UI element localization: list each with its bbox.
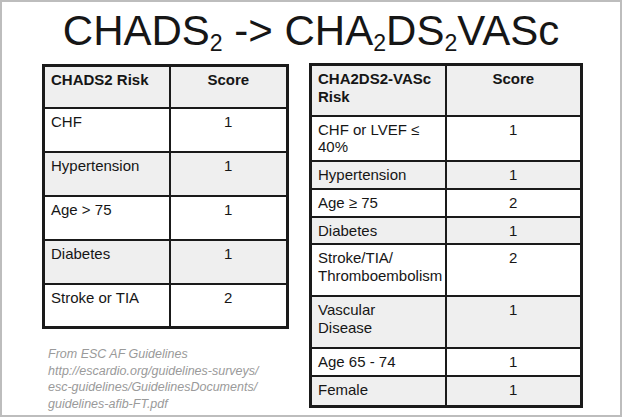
chads2-risk-header: CHADS2 Risk (44, 66, 170, 108)
table-row: CHF 1 (44, 108, 288, 152)
title-subscript: 2 (373, 30, 386, 56)
risk-cell: Hypertension (44, 152, 170, 196)
table-row: Age 65 - 74 1 (311, 348, 582, 376)
vasc-score-header: Score (446, 65, 582, 116)
chads2-table: CHADS2 Risk Score CHF 1 Hypertension 1 A… (42, 64, 289, 329)
risk-cell: Vascular Disease (311, 296, 446, 348)
risk-cell: Age 65 - 74 (311, 348, 446, 376)
score-cell: 1 (446, 376, 582, 407)
title-seg: CHADS (63, 7, 210, 54)
risk-cell: Age > 75 (44, 196, 170, 240)
table-row: CHF or LVEF ≤ 40% 1 (311, 116, 582, 161)
table-row: Diabetes 1 (44, 240, 288, 284)
table-row: Female 1 (311, 376, 582, 407)
risk-cell: Age ≥ 75 (311, 189, 446, 217)
score-cell: 1 (170, 240, 288, 284)
title-subscript: 2 (444, 30, 457, 56)
title-arrow: -> (223, 7, 285, 54)
table-row: Hypertension 1 (311, 161, 582, 189)
risk-cell: Diabetes (44, 240, 170, 284)
vasc-risk-header: CHA2DS2-VASc Risk (311, 65, 446, 116)
score-cell: 1 (446, 217, 582, 245)
table-header-row: CHADS2 Risk Score (44, 66, 288, 108)
title-subscript: 2 (210, 30, 223, 56)
title-seg: DS (386, 7, 444, 54)
score-cell: 1 (446, 348, 582, 376)
title-seg: VASc (457, 7, 559, 54)
cha2ds2vasc-table: CHA2DS2-VASc Risk Score CHF or LVEF ≤ 40… (309, 63, 583, 408)
risk-cell: Female (311, 376, 446, 407)
table-row: Age > 75 1 (44, 196, 288, 240)
risk-cell: CHF or LVEF ≤ 40% (311, 116, 446, 161)
table-row: Stroke/TIA/ Thromboembolism 2 (311, 244, 582, 296)
risk-cell: Stroke or TIA (44, 284, 170, 328)
risk-cell: Stroke/TIA/ Thromboembolism (311, 244, 446, 296)
score-cell: 1 (446, 116, 582, 161)
table-row: Hypertension 1 (44, 152, 288, 196)
table-row: Stroke or TIA 2 (44, 284, 288, 328)
table-row: Vascular Disease 1 (311, 296, 582, 348)
risk-cell: Diabetes (311, 217, 446, 245)
score-cell: 1 (170, 108, 288, 152)
table-row: Age ≥ 75 2 (311, 189, 582, 217)
score-cell: 2 (170, 284, 288, 328)
score-cell: 1 (170, 196, 288, 240)
score-cell: 2 (446, 189, 582, 217)
table-header-row: CHA2DS2-VASc Risk Score (311, 65, 582, 116)
chads2-score-header: Score (170, 66, 288, 108)
attribution-text: From ESC AF Guidelines http://escardio.o… (48, 346, 259, 412)
risk-cell: Hypertension (311, 161, 446, 189)
score-cell: 2 (446, 244, 582, 296)
risk-cell: CHF (44, 108, 170, 152)
table-row: Diabetes 1 (311, 217, 582, 245)
slide-frame: CHADS2 -> CHA2DS2VASc CHADS2 Risk Score … (0, 0, 622, 417)
score-cell: 1 (170, 152, 288, 196)
title-seg: CHA (285, 7, 374, 54)
page-title: CHADS2 -> CHA2DS2VASc (2, 8, 620, 54)
score-cell: 1 (446, 296, 582, 348)
score-cell: 1 (446, 161, 582, 189)
